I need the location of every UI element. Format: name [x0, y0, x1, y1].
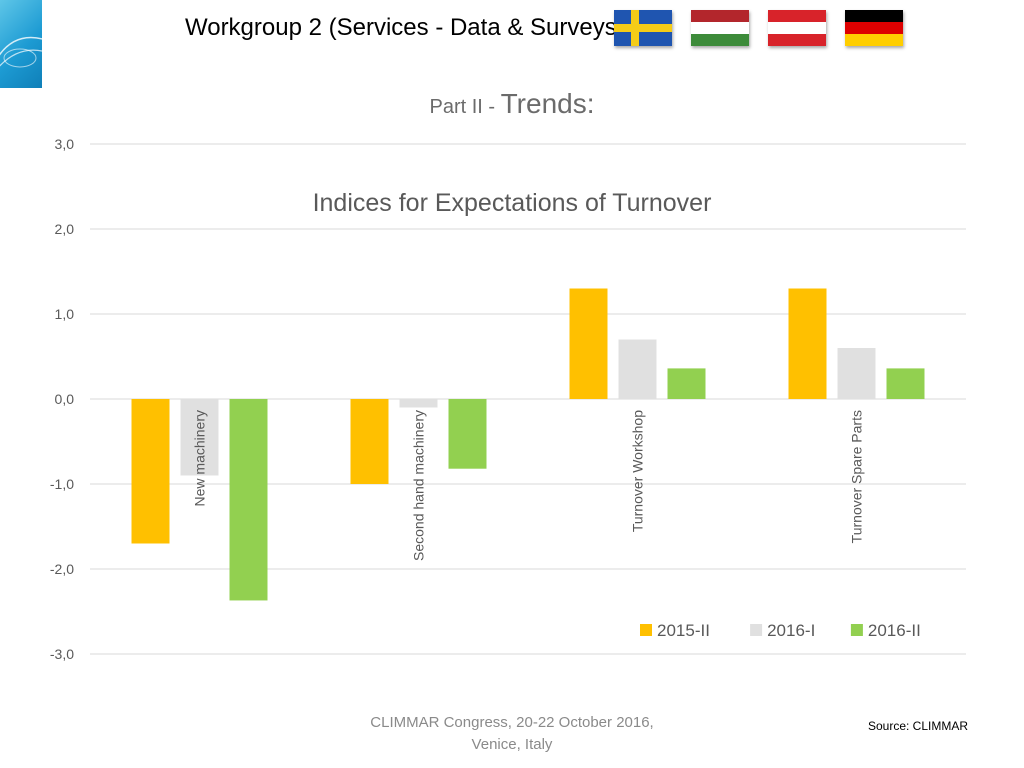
y-tick-label: 1,0 [55, 306, 75, 322]
footer-line2: Venice, Italy [471, 736, 553, 753]
y-tick-label: -2,0 [50, 561, 74, 577]
flag-row [614, 10, 903, 46]
section-title: Part II - Trends: [0, 88, 1024, 120]
bar-2016-I [618, 339, 657, 399]
bar-2016-I [399, 399, 438, 408]
category-label: New machinery [192, 410, 208, 506]
chart-title: Indices for Expectations of Turnover [313, 189, 712, 217]
category-label: Turnover Workshop [630, 410, 646, 532]
y-tick-label: -3,0 [50, 646, 74, 662]
hungary-flag-icon [691, 10, 749, 46]
section-word: Trends: [500, 88, 595, 119]
y-tick-label: 0,0 [55, 391, 75, 407]
bar-2015-II [788, 288, 827, 399]
page-title: Workgroup 2 (Services - Data & Surveys) [185, 14, 625, 41]
bar-2016-I [837, 348, 876, 399]
germany-flag-icon [845, 10, 903, 46]
logo [0, 0, 42, 88]
bar-2015-II [350, 399, 389, 484]
y-tick-label: 3,0 [55, 136, 75, 152]
bar-2016-II [229, 399, 268, 601]
legend-swatch [750, 624, 763, 636]
bar-2016-II [448, 399, 487, 469]
sweden-flag-icon [614, 10, 672, 46]
bar-2016-II [886, 368, 925, 399]
legend-label: 2016-I [767, 621, 815, 640]
austria-flag-icon [768, 10, 826, 46]
bar-2016-I [180, 399, 219, 476]
y-tick-label: 2,0 [55, 221, 75, 237]
footer-line1: CLIMMAR Congress, 20-22 October 2016, [370, 714, 654, 731]
legend-label: 2016-II [868, 621, 921, 640]
source-note: Source: CLIMMAR [867, 719, 968, 733]
category-label: Turnover Spare Parts [849, 410, 865, 543]
legend-swatch [850, 624, 863, 636]
bar-2015-II [131, 399, 170, 544]
y-tick-label: -1,0 [50, 476, 74, 492]
bar-2015-II [569, 288, 608, 399]
bar-2016-II [667, 368, 706, 399]
section-prefix: Part II - [429, 96, 501, 118]
legend-label: 2015-II [657, 621, 710, 640]
footer-event: CLIMMAR Congress, 20-22 October 2016, Ve… [362, 712, 662, 756]
category-label: Second hand machinery [411, 410, 427, 561]
legend-swatch [640, 624, 652, 636]
